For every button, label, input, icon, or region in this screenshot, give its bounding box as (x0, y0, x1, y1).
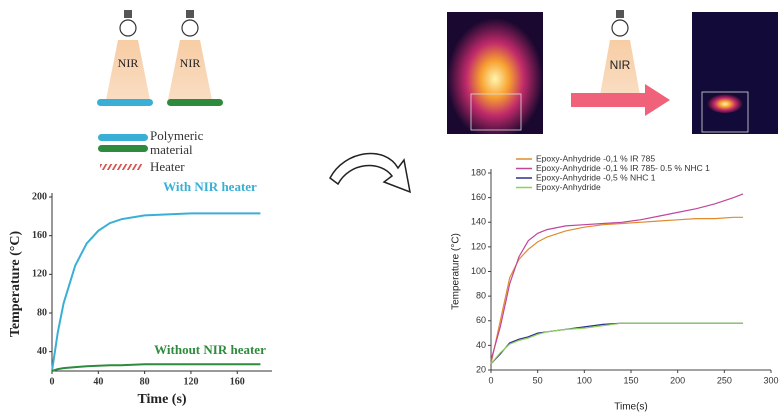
legend-label: Epoxy-Anhydride (536, 182, 601, 192)
roi-box (701, 91, 749, 133)
nir-label: NIR (180, 56, 201, 70)
legend-label: Epoxy-Anhydride -0,1 % IR 785- 0.5 % NHC… (536, 163, 710, 173)
x-tick-label: 120 (183, 376, 198, 387)
light-cone (106, 40, 150, 100)
legend-label: Epoxy-Anhydride -0,5 % NHC 1 (536, 172, 656, 182)
y-tick-label: 40 (476, 340, 486, 350)
y-tick-label: 20 (476, 364, 486, 374)
y-tick-label: 80 (37, 307, 47, 318)
thermal-image (692, 12, 778, 134)
bulb (181, 19, 199, 37)
y-tick-label: 120 (32, 269, 47, 280)
x-tick-label: 150 (623, 375, 638, 385)
x-tick-label: 80 (140, 376, 150, 387)
series-line (51, 212, 261, 372)
series-line (490, 322, 743, 365)
bulb-base (616, 10, 624, 18)
y-axis-label: Temperature (°C) (451, 233, 462, 310)
y-tick-label: 80 (476, 291, 486, 301)
series-label: With NIR heater (163, 179, 257, 194)
legend-text: Polymeric (150, 128, 204, 143)
curved-arrow (329, 152, 411, 194)
y-tick-label: 160 (32, 230, 47, 241)
x-axis-label: Time (s) (137, 392, 186, 407)
x-tick-label: 40 (93, 376, 103, 387)
y-tick-label: 200 (32, 191, 47, 202)
series-label: Without NIR heater (154, 342, 266, 357)
legend-text: material (150, 142, 193, 157)
y-tick-label: 120 (471, 241, 486, 251)
bulb (611, 19, 629, 37)
y-tick-label: 40 (37, 346, 47, 357)
y-tick-label: 100 (471, 266, 486, 276)
x-tick-label: 160 (230, 376, 245, 387)
polymer-sample (167, 99, 223, 106)
x-tick-label: 0 (50, 376, 55, 387)
hot-spot (707, 93, 743, 113)
series-line (490, 216, 743, 364)
roi-box (470, 93, 522, 131)
series-line (490, 322, 743, 365)
y-axis-label: Temperature (°C) (8, 231, 23, 338)
nir-label: NIR (118, 56, 139, 70)
x-tick-label: 100 (577, 375, 592, 385)
x-tick-label: 200 (670, 375, 685, 385)
thermal-image (447, 12, 543, 134)
x-tick-label: 300 (763, 375, 778, 385)
nir-label: NIR (610, 58, 631, 72)
x-tick-label: 0 (488, 375, 493, 385)
x-tick-label: 50 (533, 375, 543, 385)
series-line (51, 363, 261, 372)
series-line (490, 193, 744, 361)
bulb-base (124, 10, 132, 18)
legend-swatch (98, 145, 148, 152)
x-tick-label: 250 (717, 375, 732, 385)
bulb-group: NIR NIR NIR (97, 10, 640, 106)
process-arrow (571, 84, 670, 116)
legend-label: Epoxy-Anhydride -0,1 % IR 785 (536, 153, 655, 163)
bulb (119, 19, 137, 37)
light-cone (168, 40, 212, 100)
legend-swatch (98, 134, 148, 141)
legend-text: Heater (150, 159, 185, 174)
heater-swatch (100, 164, 142, 170)
polymer-sample (97, 99, 153, 106)
y-tick-label: 160 (471, 192, 486, 202)
light-cone (600, 40, 640, 95)
y-tick-label: 180 (471, 167, 486, 177)
y-tick-label: 140 (471, 217, 486, 227)
y-tick-label: 60 (476, 315, 486, 325)
x-axis-label: Time(s) (614, 402, 648, 413)
bulb-base (186, 10, 194, 18)
